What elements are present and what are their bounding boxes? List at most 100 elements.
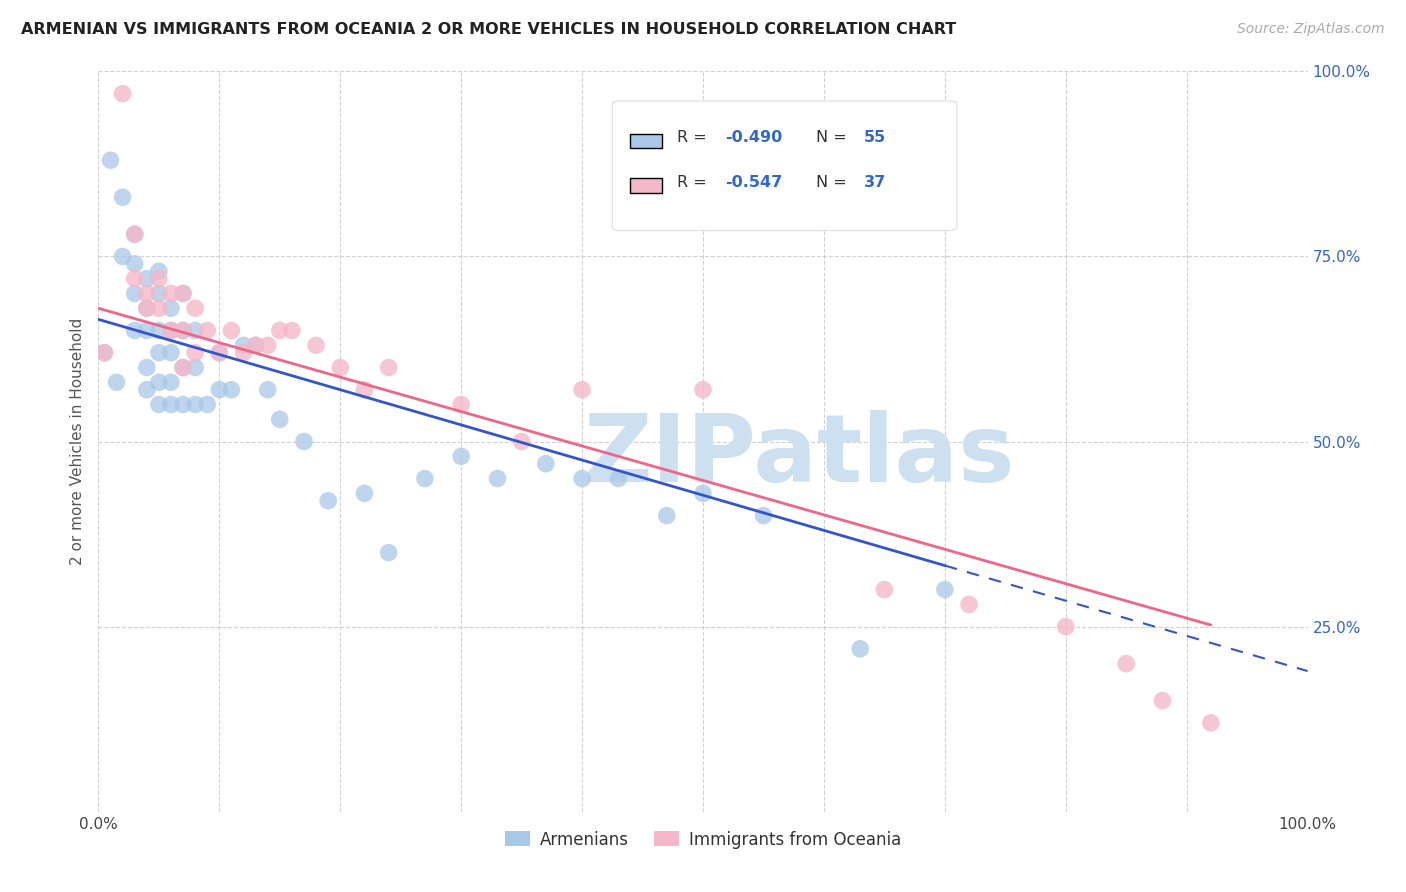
Point <box>232 345 254 359</box>
Point <box>111 250 134 264</box>
Point <box>135 324 157 338</box>
Point <box>184 324 207 338</box>
Point <box>172 398 194 412</box>
Point <box>934 582 956 597</box>
Point <box>184 398 207 412</box>
Point <box>692 486 714 500</box>
Point <box>269 324 291 338</box>
Point <box>93 345 115 359</box>
Point <box>172 286 194 301</box>
Text: R =: R = <box>676 175 711 190</box>
Point <box>1054 619 1077 633</box>
Point <box>124 324 146 338</box>
Point <box>873 582 896 597</box>
Point <box>208 345 231 359</box>
Point <box>329 360 352 375</box>
Point <box>305 338 328 352</box>
Point <box>172 360 194 375</box>
Point <box>692 383 714 397</box>
Point <box>160 376 183 390</box>
Point <box>655 508 678 523</box>
Point <box>269 412 291 426</box>
Point <box>607 471 630 485</box>
Point <box>135 301 157 316</box>
Point <box>450 450 472 464</box>
Point <box>148 398 170 412</box>
Point <box>160 324 183 338</box>
Point <box>93 345 115 359</box>
Text: 55: 55 <box>865 130 887 145</box>
Point <box>184 345 207 359</box>
Point <box>184 301 207 316</box>
Point <box>172 286 194 301</box>
Point <box>377 360 399 375</box>
Point <box>413 471 436 485</box>
Point <box>111 87 134 101</box>
Point <box>208 345 231 359</box>
Point <box>124 257 146 271</box>
Point <box>221 324 243 338</box>
FancyBboxPatch shape <box>613 101 957 230</box>
Legend: Armenians, Immigrants from Oceania: Armenians, Immigrants from Oceania <box>498 824 908 855</box>
Point <box>111 190 134 204</box>
Point <box>124 271 146 285</box>
Point <box>172 360 194 375</box>
Point <box>135 286 157 301</box>
Text: N =: N = <box>815 175 852 190</box>
Point <box>752 508 775 523</box>
Point <box>160 301 183 316</box>
Point <box>124 286 146 301</box>
Point <box>160 398 183 412</box>
Text: ZIPatlas: ZIPatlas <box>583 410 1015 502</box>
Point <box>571 471 593 485</box>
Point <box>148 264 170 278</box>
Point <box>135 271 157 285</box>
Point <box>160 345 183 359</box>
Point <box>148 345 170 359</box>
Point <box>316 493 339 508</box>
Point <box>172 324 194 338</box>
Point <box>184 360 207 375</box>
Point <box>353 383 375 397</box>
Point <box>172 324 194 338</box>
Point <box>450 398 472 412</box>
Point <box>510 434 533 449</box>
Point <box>1152 694 1174 708</box>
Text: -0.490: -0.490 <box>725 130 783 145</box>
Point <box>534 457 557 471</box>
Point <box>195 324 218 338</box>
Point <box>148 324 170 338</box>
Point <box>245 338 267 352</box>
Point <box>195 398 218 412</box>
Point <box>148 286 170 301</box>
Point <box>486 471 509 485</box>
Point <box>135 301 157 316</box>
Text: Source: ZipAtlas.com: Source: ZipAtlas.com <box>1237 22 1385 37</box>
Y-axis label: 2 or more Vehicles in Household: 2 or more Vehicles in Household <box>70 318 86 566</box>
FancyBboxPatch shape <box>630 178 662 193</box>
Point <box>232 338 254 352</box>
Text: 37: 37 <box>865 175 887 190</box>
Point <box>571 383 593 397</box>
Point <box>124 227 146 242</box>
Point <box>105 376 128 390</box>
Point <box>148 376 170 390</box>
Text: -0.547: -0.547 <box>725 175 783 190</box>
Point <box>160 286 183 301</box>
Point <box>221 383 243 397</box>
Point <box>135 383 157 397</box>
Point <box>256 338 278 352</box>
Point <box>1199 715 1222 730</box>
Point <box>849 641 872 656</box>
FancyBboxPatch shape <box>630 134 662 148</box>
Point <box>208 383 231 397</box>
Point <box>957 598 980 612</box>
Point <box>135 360 157 375</box>
Point <box>124 227 146 242</box>
Point <box>245 338 267 352</box>
Point <box>256 383 278 397</box>
Point <box>160 324 183 338</box>
Text: ARMENIAN VS IMMIGRANTS FROM OCEANIA 2 OR MORE VEHICLES IN HOUSEHOLD CORRELATION : ARMENIAN VS IMMIGRANTS FROM OCEANIA 2 OR… <box>21 22 956 37</box>
Point <box>353 486 375 500</box>
Point <box>292 434 315 449</box>
